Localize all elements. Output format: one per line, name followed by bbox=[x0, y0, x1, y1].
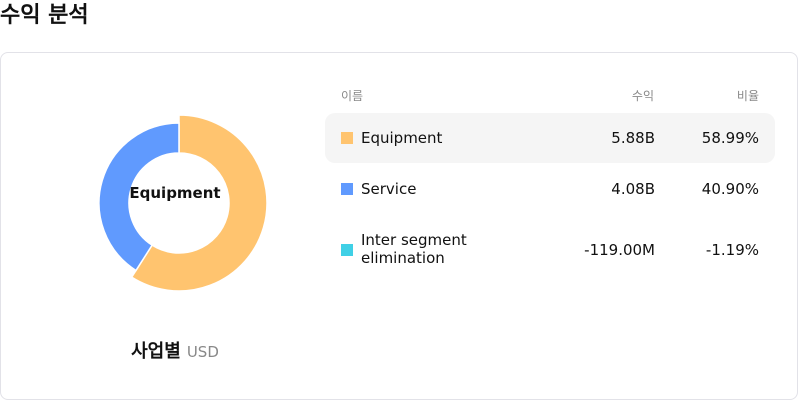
chart-caption: 사업별 USD bbox=[0, 337, 350, 363]
header-name: 이름 bbox=[341, 89, 364, 103]
caption-unit: USD bbox=[186, 343, 219, 361]
row-ratio: 40.90% bbox=[701, 180, 759, 198]
table-row-service[interactable]: Service 4.08B 40.90% bbox=[325, 164, 775, 214]
row-name: Service bbox=[361, 180, 417, 198]
row-name: Equipment bbox=[361, 129, 443, 147]
donut-chart[interactable] bbox=[79, 103, 279, 303]
donut-slice-equipment[interactable] bbox=[130, 114, 268, 292]
caption-title: 사업별 bbox=[131, 341, 181, 362]
row-revenue: -119.00M bbox=[584, 241, 655, 259]
color-swatch bbox=[341, 244, 353, 256]
header-ratio: 비율 bbox=[736, 89, 759, 103]
color-swatch bbox=[341, 132, 353, 144]
donut-slice-service[interactable] bbox=[98, 122, 180, 272]
row-ratio: -1.19% bbox=[705, 241, 759, 259]
table-row-inter-segment[interactable]: Inter segment elimination -119.00M -1.19… bbox=[325, 225, 775, 275]
revenue-card bbox=[0, 52, 798, 400]
header-revenue: 수익 bbox=[631, 89, 654, 103]
donut-center-label: Equipment bbox=[129, 184, 221, 202]
row-name: Inter segment elimination bbox=[361, 231, 467, 267]
color-swatch bbox=[341, 183, 353, 195]
row-revenue: 5.88B bbox=[611, 129, 655, 147]
row-revenue: 4.08B bbox=[611, 180, 655, 198]
page-title: 수익 분석 bbox=[0, 3, 89, 28]
table-row-equipment[interactable]: Equipment 5.88B 58.99% bbox=[325, 113, 775, 163]
row-ratio: 58.99% bbox=[701, 129, 759, 147]
